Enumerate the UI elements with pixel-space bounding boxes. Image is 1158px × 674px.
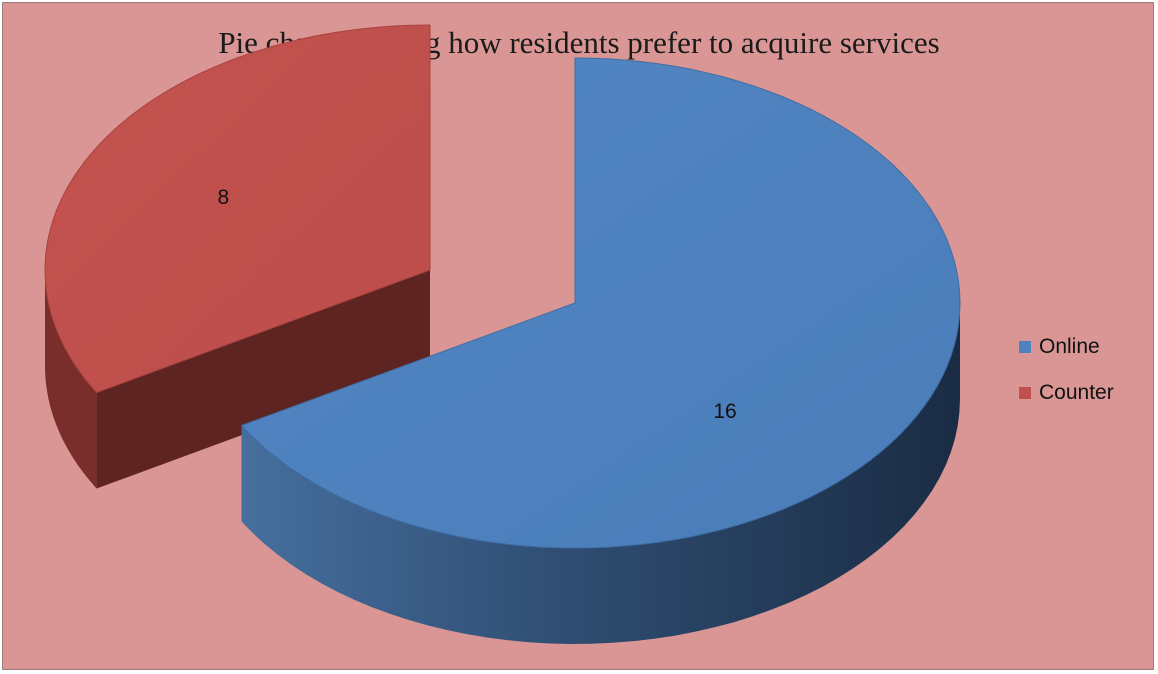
- legend-item-counter: Counter: [1019, 379, 1114, 406]
- counter-data-label: 8: [217, 186, 229, 209]
- online-data-label: 16: [713, 400, 736, 423]
- legend-label-online: Online: [1039, 334, 1100, 358]
- legend-swatch-online: [1019, 340, 1031, 353]
- online-slice-rim: [241, 303, 961, 644]
- counter-slice-rim: [45, 270, 97, 489]
- counter-slice: [44, 24, 431, 394]
- legend-swatch-counter: [1019, 386, 1031, 399]
- legend-label-counter: Counter: [1039, 380, 1114, 404]
- counter-slice-edge: [96, 270, 430, 489]
- online-slice: [240, 57, 961, 549]
- legend: Online Counter: [1019, 333, 1114, 425]
- legend-item-online: Online: [1019, 333, 1114, 360]
- pie-chart: 16 8: [44, 24, 961, 644]
